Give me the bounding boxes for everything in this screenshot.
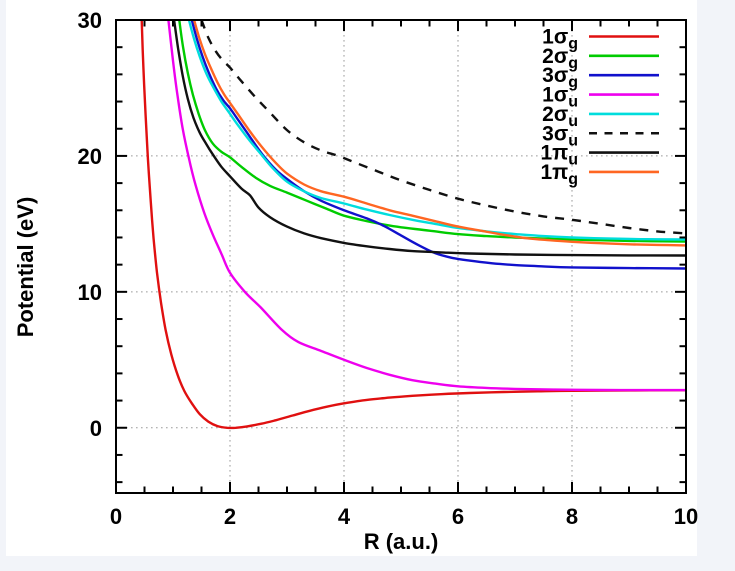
x-tick-label-2: 2 bbox=[224, 504, 236, 529]
legend-entry-1pg: 1πg bbox=[540, 161, 659, 188]
x-tick-label-6: 6 bbox=[452, 504, 464, 529]
legend-label-sub-3sg: g bbox=[568, 74, 578, 91]
legend-entry-3su: 3σu bbox=[542, 122, 659, 149]
legend-label-2sg: 2σg bbox=[542, 45, 578, 72]
figure-background bbox=[6, 0, 697, 556]
curve-3sg bbox=[190, 19, 687, 270]
legend-entry-3sg: 3σg bbox=[542, 64, 659, 91]
x-tick-label-8: 8 bbox=[566, 504, 578, 529]
y-axis-title: Potential (eV) bbox=[13, 196, 38, 338]
y-tick-label-0: 0 bbox=[90, 416, 102, 441]
y-tick-label-20: 20 bbox=[78, 144, 102, 169]
curve-2su bbox=[187, 19, 687, 241]
legend-label-3su: 3σu bbox=[542, 122, 578, 149]
tick-labels: 0 2 4 6 8 10 0 10 20 30 bbox=[78, 8, 699, 529]
legend-entry-1pu: 1πu bbox=[540, 142, 659, 169]
legend-label-sub-1pg: g bbox=[568, 171, 578, 188]
curves bbox=[140, 19, 687, 430]
legend-label-sub-2su: u bbox=[568, 113, 578, 130]
legend-label-sub-2sg: g bbox=[568, 55, 578, 72]
y-tick-label-10: 10 bbox=[78, 280, 102, 305]
legend-entry-2sg: 2σg bbox=[542, 45, 659, 72]
legend-label-sub-1sg: g bbox=[568, 36, 578, 53]
x-tick-label-4: 4 bbox=[338, 504, 351, 529]
y-tick-label-30: 30 bbox=[78, 8, 102, 33]
curve-3su bbox=[200, 19, 687, 235]
x-tick-label-0: 0 bbox=[110, 504, 122, 529]
legend-label-sub-1su: u bbox=[568, 94, 578, 111]
gridlines bbox=[116, 20, 686, 493]
x-tick-label-10: 10 bbox=[674, 504, 698, 529]
legend-label-sub-3su: u bbox=[568, 132, 578, 149]
curve-1pg bbox=[192, 19, 687, 247]
plot-frame bbox=[115, 19, 687, 494]
legend-label-sub-1pu: u bbox=[568, 152, 578, 169]
curve-1su bbox=[167, 19, 686, 392]
legend-label-3sg: 3σg bbox=[542, 64, 578, 91]
ticks bbox=[115, 19, 687, 492]
x-axis-title: R (a.u.) bbox=[363, 529, 439, 554]
curve-1pu bbox=[172, 19, 687, 257]
curve-2sg bbox=[178, 19, 687, 243]
curve-1sg bbox=[140, 19, 687, 430]
